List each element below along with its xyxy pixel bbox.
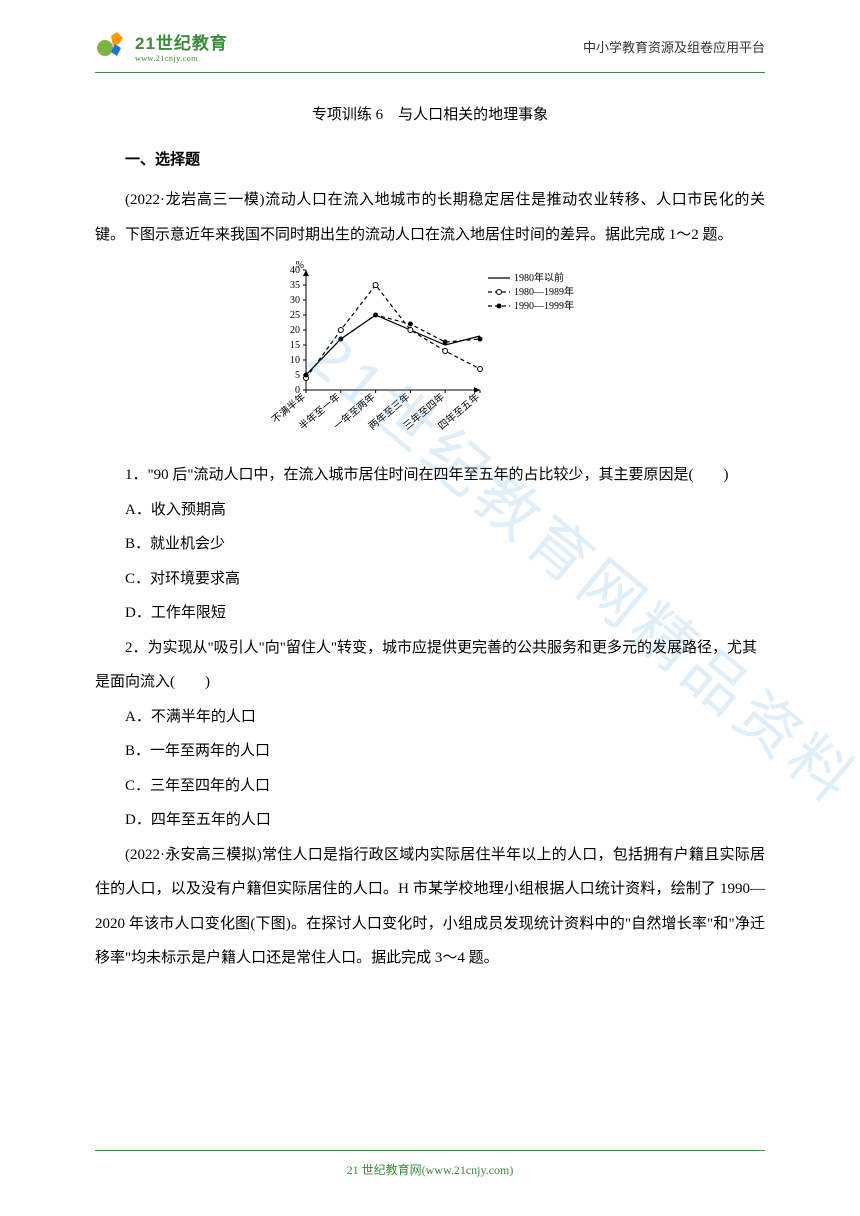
question-2-stem: 2．为实现从"吸引人"向"留住人"转变，城市应提供更完善的公共服务和更多元的发展… bbox=[95, 631, 765, 700]
intro-paragraph-1: (2022·龙岩高三一模)流动人口在流入地城市的长期稳定居住是推动农业转移、人口… bbox=[95, 183, 765, 252]
svg-text:5: 5 bbox=[295, 370, 300, 381]
line-chart: 0510152025303540%不满半年半年至一年一年至两年两年至三年三年至四… bbox=[260, 258, 600, 448]
q1-option-d: D．工作年限短 bbox=[95, 596, 765, 631]
q2-option-c: C．三年至四年的人口 bbox=[95, 769, 765, 804]
svg-text:30: 30 bbox=[290, 295, 300, 306]
svg-text:35: 35 bbox=[290, 280, 300, 291]
q1-option-a: A．收入预期高 bbox=[95, 493, 765, 528]
logo-title: 21世纪教育 bbox=[135, 29, 228, 54]
q2-option-d: D．四年至五年的人口 bbox=[95, 803, 765, 838]
svg-text:15: 15 bbox=[290, 340, 300, 351]
section-heading-1: 一、选择题 bbox=[95, 148, 765, 169]
svg-text:20: 20 bbox=[290, 325, 300, 336]
question-1-stem: 1．"90 后"流动人口中，在流入城市居住时间在四年至五年的占比较少，其主要原因… bbox=[95, 458, 765, 493]
page-header: 21世纪教育 www.21cnjy.com 中小学教育资源及组卷应用平台 bbox=[0, 0, 860, 72]
chart-figure: 0510152025303540%不满半年半年至一年一年至两年两年至三年三年至四… bbox=[95, 258, 765, 448]
svg-text:25: 25 bbox=[290, 310, 300, 321]
intro-paragraph-2: (2022·永安高三模拟)常住人口是指行政区域内实际居住半年以上的人口，包括拥有… bbox=[95, 838, 765, 976]
logo-icon bbox=[95, 28, 131, 64]
q1-option-b: B．就业机会少 bbox=[95, 527, 765, 562]
page-footer: 21 世纪教育网(www.21cnjy.com) bbox=[95, 1150, 765, 1178]
q2-option-a: A．不满半年的人口 bbox=[95, 700, 765, 735]
q1-option-c: C．对环境要求高 bbox=[95, 562, 765, 597]
svg-text:1980年以前: 1980年以前 bbox=[514, 271, 564, 284]
svg-text:10: 10 bbox=[290, 355, 300, 366]
logo-text: 21世纪教育 www.21cnjy.com bbox=[135, 29, 228, 63]
logo-subtitle: www.21cnjy.com bbox=[135, 54, 228, 63]
svg-text:1980—1989年: 1980—1989年 bbox=[514, 285, 574, 298]
footer-divider bbox=[95, 1150, 765, 1151]
footer-text: 21 世纪教育网(www.21cnjy.com) bbox=[95, 1161, 765, 1178]
logo-area: 21世纪教育 www.21cnjy.com bbox=[95, 28, 228, 64]
page-title: 专项训练 6 与人口相关的地理事象 bbox=[95, 103, 765, 124]
header-right-text: 中小学教育资源及组卷应用平台 bbox=[583, 37, 765, 56]
svg-text:%: % bbox=[296, 260, 304, 271]
svg-text:1990—1999年: 1990—1999年 bbox=[514, 299, 574, 312]
main-content: 专项训练 6 与人口相关的地理事象 一、选择题 (2022·龙岩高三一模)流动人… bbox=[0, 73, 860, 986]
q2-option-b: B．一年至两年的人口 bbox=[95, 734, 765, 769]
